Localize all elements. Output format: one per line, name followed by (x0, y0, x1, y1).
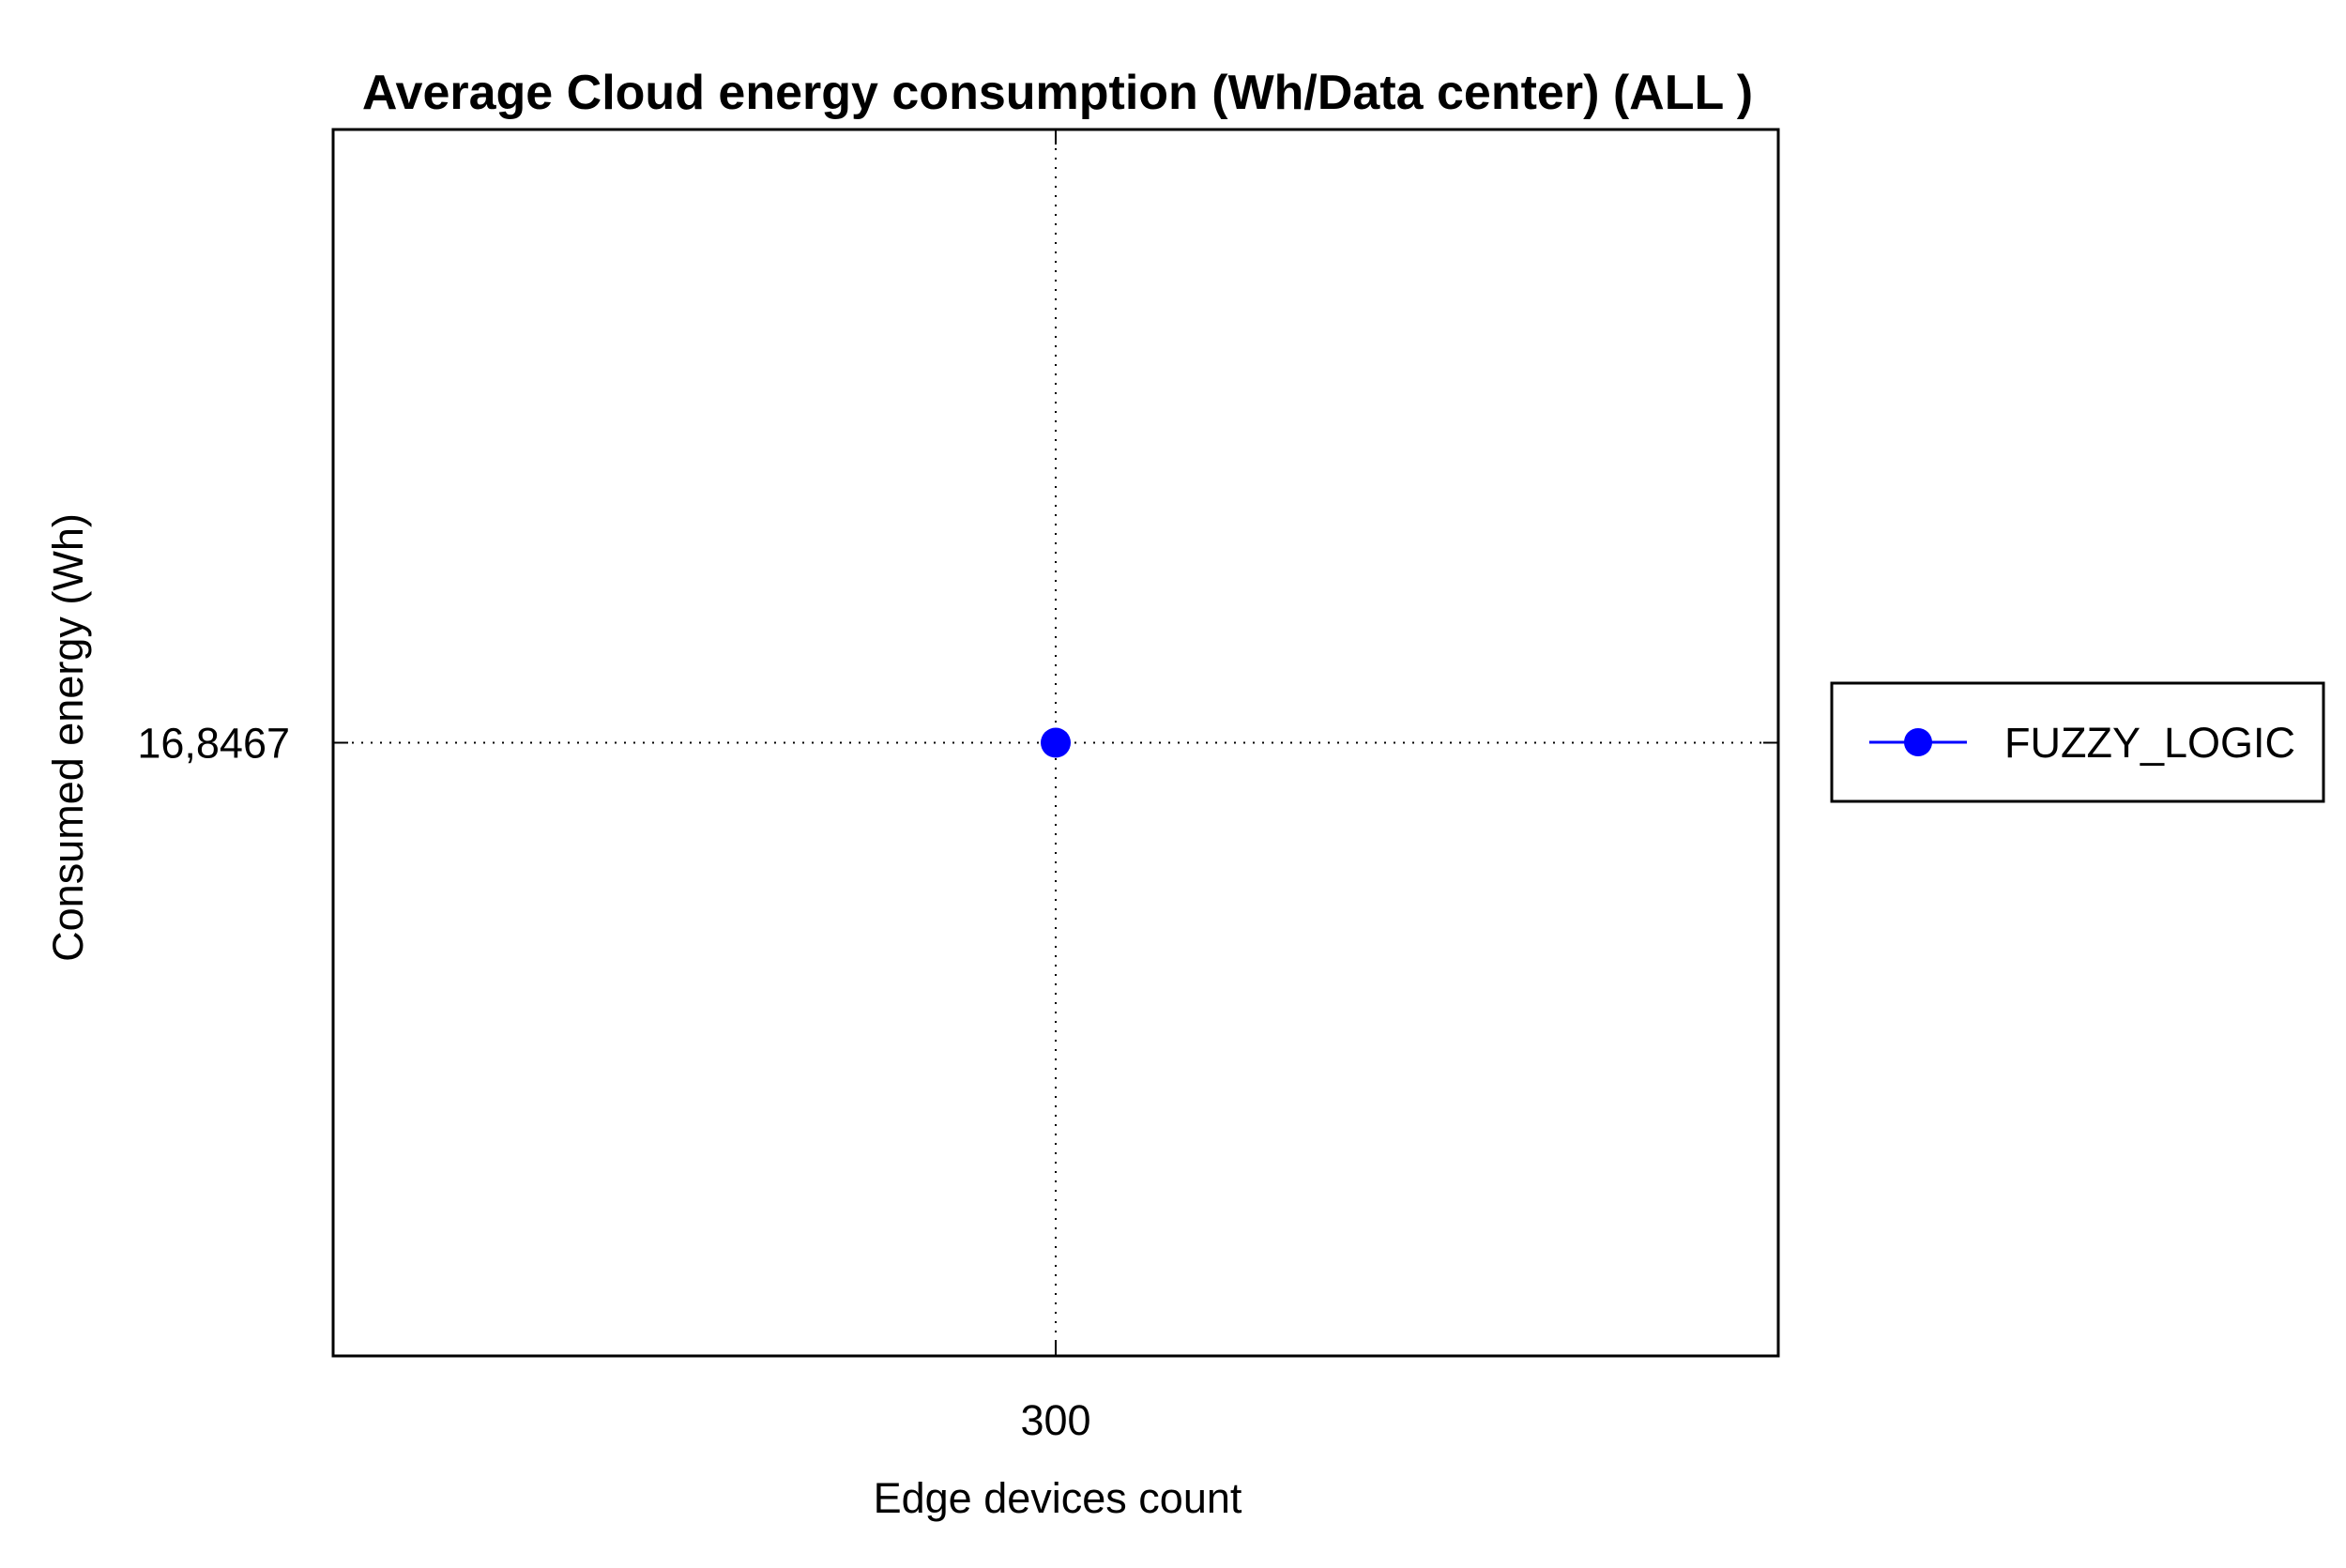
axis-ticks: 300 16,8467 (137, 129, 1778, 1444)
legend: FUZZY_LOGIC (1830, 681, 2325, 803)
legend-label-fuzzy-logic: FUZZY_LOGIC (2004, 719, 2295, 767)
x-axis-label: Edge devices count (874, 1474, 1242, 1522)
y-tick-label: 16,8467 (137, 720, 290, 768)
plot-frame (331, 128, 1780, 1358)
data-point-fuzzy-logic (1041, 727, 1071, 758)
y-axis-label: Consumed energy (Wh) (44, 513, 92, 962)
series-layer (1041, 727, 1071, 758)
legend-marker-fuzzy-logic (1904, 728, 1932, 756)
chart-title: Average Cloud energy consumption (Wh/Dat… (362, 66, 1753, 120)
x-tick-label: 300 (1020, 1396, 1090, 1444)
